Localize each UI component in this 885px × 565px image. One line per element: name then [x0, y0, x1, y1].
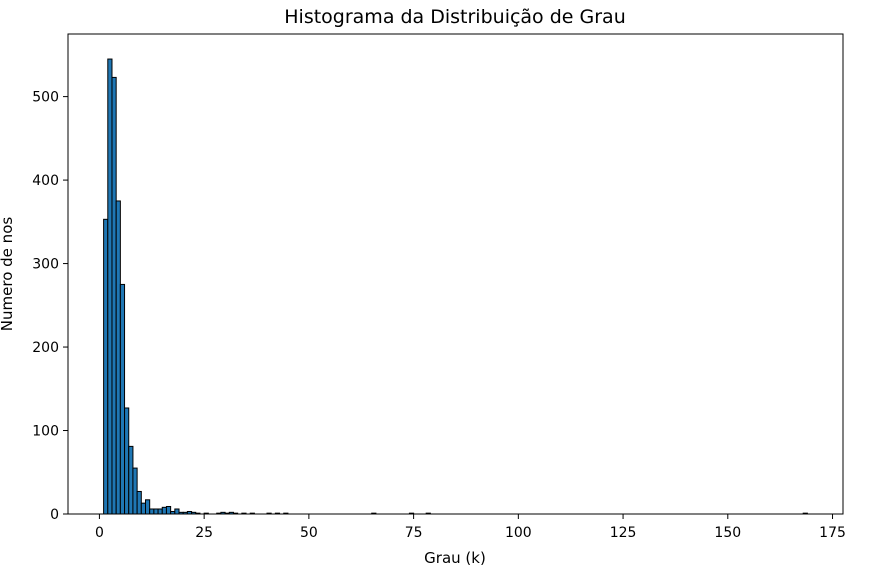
x-tick-label: 75 — [405, 525, 423, 541]
histogram-bar — [103, 218, 109, 515]
y-tick-label: 300 — [32, 257, 59, 273]
plot-area — [67, 33, 844, 515]
histogram-bar — [132, 467, 138, 515]
histogram-bar — [157, 508, 163, 515]
x-axis-ticks: 0 25 50 75 100 125 150 175 — [95, 514, 846, 541]
histogram-bar — [153, 508, 159, 515]
x-tick-label: 175 — [819, 525, 846, 541]
histogram-bar — [149, 508, 155, 515]
histogram-bar — [165, 505, 172, 515]
histogram-bar — [111, 76, 117, 515]
chart-title: Histograma da Distribuição de Grau — [284, 6, 625, 28]
x-tick-label: 0 — [95, 525, 104, 541]
x-axis-label: Grau (k) — [424, 549, 486, 565]
histogram-bar — [174, 508, 180, 515]
x-tick-label: 25 — [195, 525, 213, 541]
histogram-bar — [128, 445, 134, 515]
histogram-bar — [124, 407, 130, 515]
histogram-bar — [140, 502, 146, 515]
x-tick-label: 100 — [505, 525, 532, 541]
x-tick-label: 125 — [610, 525, 637, 541]
histogram-bar — [115, 200, 121, 515]
x-tick-label: 150 — [714, 525, 741, 541]
histogram-bar — [145, 499, 151, 515]
y-tick-label: 400 — [32, 173, 59, 189]
histogram-bar — [107, 58, 113, 515]
histogram-bars — [103, 58, 808, 515]
y-tick-label: 500 — [32, 90, 59, 106]
histogram-bar — [136, 490, 142, 515]
y-tick-label: 100 — [32, 424, 59, 440]
x-tick-label: 50 — [300, 525, 318, 541]
y-tick-label: 0 — [50, 507, 59, 523]
y-axis-ticks: 0 100 200 300 400 500 — [32, 90, 68, 523]
histogram-bar — [161, 506, 167, 515]
y-axis-label: Numero de nos — [0, 217, 16, 332]
y-tick-label: 200 — [32, 340, 59, 356]
histogram-bar — [119, 283, 126, 515]
